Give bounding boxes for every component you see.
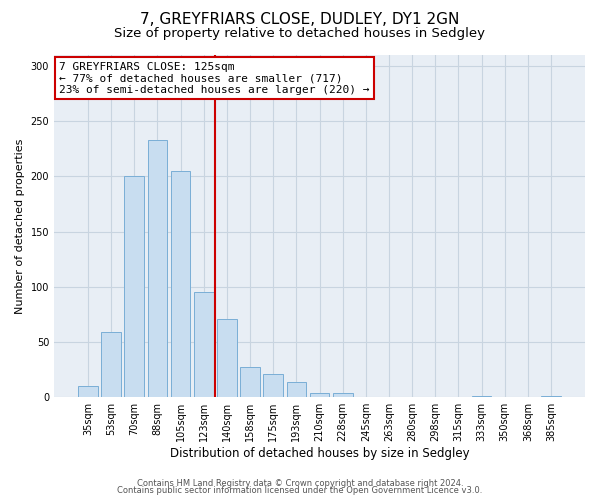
Bar (148, 140, 167, 397)
Text: Size of property relative to detached houses in Sedgley: Size of property relative to detached ho… (115, 28, 485, 40)
Bar (333, 393, 353, 397)
Bar (217, 319, 237, 397)
Text: 7, GREYFRIARS CLOSE, DUDLEY, DY1 2GN: 7, GREYFRIARS CLOSE, DUDLEY, DY1 2GN (140, 12, 460, 28)
Bar (263, 374, 283, 397)
Bar (287, 382, 306, 397)
Text: Contains HM Land Registry data © Crown copyright and database right 2024.: Contains HM Land Registry data © Crown c… (137, 478, 463, 488)
Bar (472, 396, 491, 397)
Text: 7 GREYFRIARS CLOSE: 125sqm
← 77% of detached houses are smaller (717)
23% of sem: 7 GREYFRIARS CLOSE: 125sqm ← 77% of deta… (59, 62, 370, 95)
Bar (541, 396, 561, 397)
X-axis label: Distribution of detached houses by size in Sedgley: Distribution of detached houses by size … (170, 447, 469, 460)
Bar (78, 386, 98, 397)
Y-axis label: Number of detached properties: Number of detached properties (15, 138, 25, 314)
Bar (101, 332, 121, 397)
Bar (194, 292, 214, 397)
Bar (124, 176, 144, 397)
Bar (171, 171, 190, 397)
Text: Contains public sector information licensed under the Open Government Licence v3: Contains public sector information licen… (118, 486, 482, 495)
Bar (310, 393, 329, 397)
Bar (240, 368, 260, 397)
